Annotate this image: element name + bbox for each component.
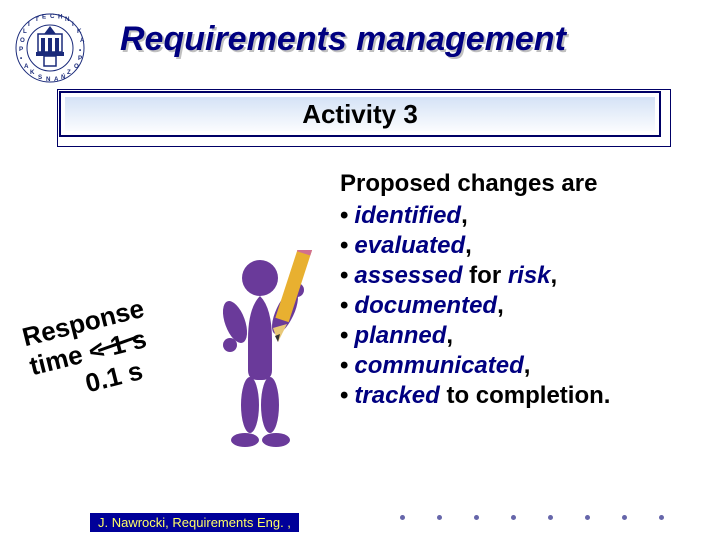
bullet-marker: • (340, 202, 348, 230)
dot (622, 515, 627, 520)
svg-text:K: K (30, 69, 35, 76)
bullet-text: identified, (354, 202, 467, 230)
svg-text:K: K (77, 28, 82, 35)
subtitle-box: Activity 3 (60, 92, 660, 136)
bullet-item: •documented, (340, 292, 710, 320)
pencil-icon (273, 250, 313, 342)
svg-text:H: H (58, 14, 63, 21)
dot (548, 515, 553, 520)
svg-text:S: S (38, 74, 42, 81)
bullet-text: documented, (354, 292, 503, 320)
dot (437, 515, 442, 520)
decorative-dots (400, 515, 664, 520)
bullet-item: •communicated, (340, 352, 710, 380)
svg-text:Ń: Ń (61, 73, 66, 81)
handwritten-note: Response time < 1 s 0.1 s (19, 279, 225, 430)
bullet-item: •evaluated, (340, 232, 710, 260)
bullet-marker: • (340, 262, 348, 290)
svg-text:•: • (79, 47, 81, 54)
bullet-text: planned, (354, 322, 453, 350)
bullet-marker: • (340, 322, 348, 350)
svg-text:E: E (42, 14, 46, 21)
slide: TECHN II LK OA P• •P AO KZ SNAŃ Requirem… (0, 0, 720, 540)
svg-text:C: C (50, 13, 55, 20)
dot (474, 515, 479, 520)
bullet-text: assessed for risk, (354, 262, 557, 290)
bullet-text: evaluated, (354, 232, 471, 260)
bullet-item: •identified, (340, 202, 710, 230)
bullet-marker: • (340, 232, 348, 260)
bullet-text: communicated, (354, 352, 530, 380)
dot (585, 515, 590, 520)
slide-title: Requirements management (120, 20, 566, 59)
bullet-item: •tracked to completion. (340, 382, 710, 410)
content-block: Proposed changes are •identified,•evalua… (340, 170, 710, 412)
subtitle-text: Activity 3 (302, 99, 418, 130)
svg-text:L: L (23, 28, 27, 35)
stick-figure-icon (200, 250, 330, 450)
svg-text:N: N (65, 16, 70, 23)
svg-text:I: I (72, 21, 74, 28)
svg-text:T: T (35, 16, 39, 23)
svg-text:Z: Z (67, 69, 71, 76)
svg-text:•: • (20, 55, 22, 62)
bullet-marker: • (340, 352, 348, 380)
svg-text:N: N (46, 76, 51, 83)
svg-text:A: A (80, 37, 85, 44)
bullet-marker: • (340, 292, 348, 320)
bullet-list: •identified,•evaluated,•assessed for ris… (340, 202, 710, 410)
dot (659, 515, 664, 520)
dot (511, 515, 516, 520)
bullet-marker: • (340, 382, 348, 410)
svg-text:O: O (20, 37, 25, 44)
bullet-item: •assessed for risk, (340, 262, 710, 290)
svg-text:P: P (78, 55, 82, 62)
dot (400, 515, 405, 520)
svg-text:I: I (28, 21, 30, 28)
svg-text:A: A (54, 76, 59, 83)
svg-text:O: O (74, 63, 79, 70)
content-heading: Proposed changes are (340, 170, 710, 198)
bullet-item: •planned, (340, 322, 710, 350)
svg-text:A: A (24, 63, 29, 70)
svg-text:P: P (19, 46, 23, 53)
university-logo: TECHN II LK OA P• •P AO KZ SNAŃ (14, 12, 86, 84)
footer-credit: J. Nawrocki, Requirements Eng. , (90, 513, 299, 532)
bullet-text: tracked to completion. (354, 382, 610, 410)
